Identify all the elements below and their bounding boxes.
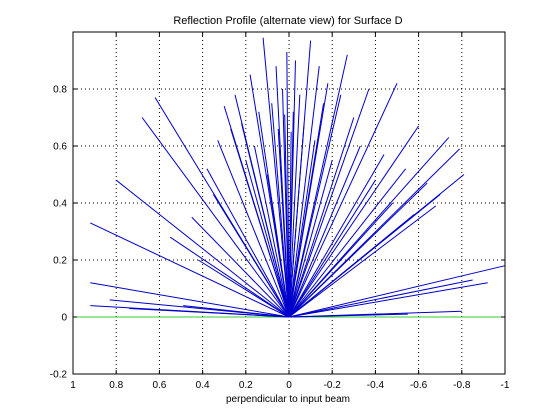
reflection-ray: [288, 313, 408, 318]
reflection-ray: [212, 194, 290, 318]
reflection-ray: [240, 123, 290, 318]
reflection-ray: [288, 83, 398, 318]
x-tick-label: -0.6: [410, 380, 428, 391]
x-tick-label: 0.4: [196, 380, 210, 391]
reflection-ray: [271, 103, 290, 318]
x-tick-label: 0.8: [109, 380, 123, 391]
x-tick-label: 0.6: [152, 380, 166, 391]
reflection-ray: [245, 160, 290, 318]
x-tick-label: -1: [501, 380, 510, 391]
reflection-ray: [288, 54, 348, 318]
x-tick-label: -0.8: [453, 380, 471, 391]
reflection-ray: [288, 88, 370, 318]
y-tick-label: 0: [61, 313, 67, 324]
reflection-ray: [115, 179, 290, 318]
reflection-ray: [262, 37, 290, 318]
reflection-ray: [288, 137, 450, 318]
y-tick-label: 0.6: [53, 142, 67, 153]
reflection-ray: [191, 216, 290, 318]
reflection-ray: [266, 174, 290, 318]
x-tick-label: 0.2: [239, 380, 253, 391]
reflection-ray: [286, 51, 290, 318]
x-tick-label: -0.2: [324, 380, 342, 391]
reflection-ray: [288, 160, 333, 318]
reflection-ray: [288, 148, 460, 318]
reflection-ray: [277, 128, 290, 318]
reflection-ray: [288, 125, 420, 318]
reflection-ray: [90, 282, 290, 318]
reflection-ray: [288, 60, 296, 318]
x-tick-label: 1: [70, 380, 76, 391]
reflection-ray: [288, 83, 329, 318]
y-tick-label: 0.4: [53, 199, 67, 210]
reflection-ray: [288, 174, 465, 318]
reflection-ray: [288, 265, 506, 318]
grid-layer: [73, 32, 505, 374]
reflection-ray: [288, 154, 385, 318]
reflection-ray: [90, 222, 290, 318]
reflection-ray: [288, 145, 361, 318]
ticks-layer: 1 0.8 0.6 0.4 0.2 0 -0.2 -0.4 -0.6 -0.8 -1 -0.2 0 0.2…: [50, 32, 510, 391]
reflection-ray: [288, 279, 473, 318]
x-tick-label: -0.4: [367, 380, 385, 391]
reflection-ray: [288, 168, 407, 318]
reflection-ray: [288, 179, 376, 318]
y-tick-label: 0.8: [53, 85, 67, 96]
y-tick-label: -0.2: [50, 370, 68, 381]
reflection-ray: [217, 140, 290, 318]
y-tick-label: 0.2: [53, 256, 67, 267]
reflection-ray: [288, 205, 437, 318]
reflection-ray: [288, 117, 355, 318]
reflection-ray: [198, 259, 290, 318]
reflection-ray: [230, 128, 290, 318]
reflection-ray: [288, 66, 320, 318]
reflection-ray: [129, 307, 290, 318]
chart-title: Reflection Profile (alternate view) for …: [173, 15, 402, 27]
reflection-ray: [288, 94, 301, 318]
reflection-ray: [288, 40, 312, 318]
x-tick-label: 0: [286, 380, 292, 391]
reflection-ray: [183, 305, 290, 318]
reflection-ray: [253, 145, 290, 318]
reflection-ray: [206, 168, 290, 318]
x-axis-label: perpendicular to input beam: [226, 394, 350, 405]
reflection-ray: [141, 117, 290, 318]
rays-layer: [90, 37, 506, 318]
reflection-ray: [288, 282, 488, 318]
reflection-ray: [169, 236, 290, 318]
